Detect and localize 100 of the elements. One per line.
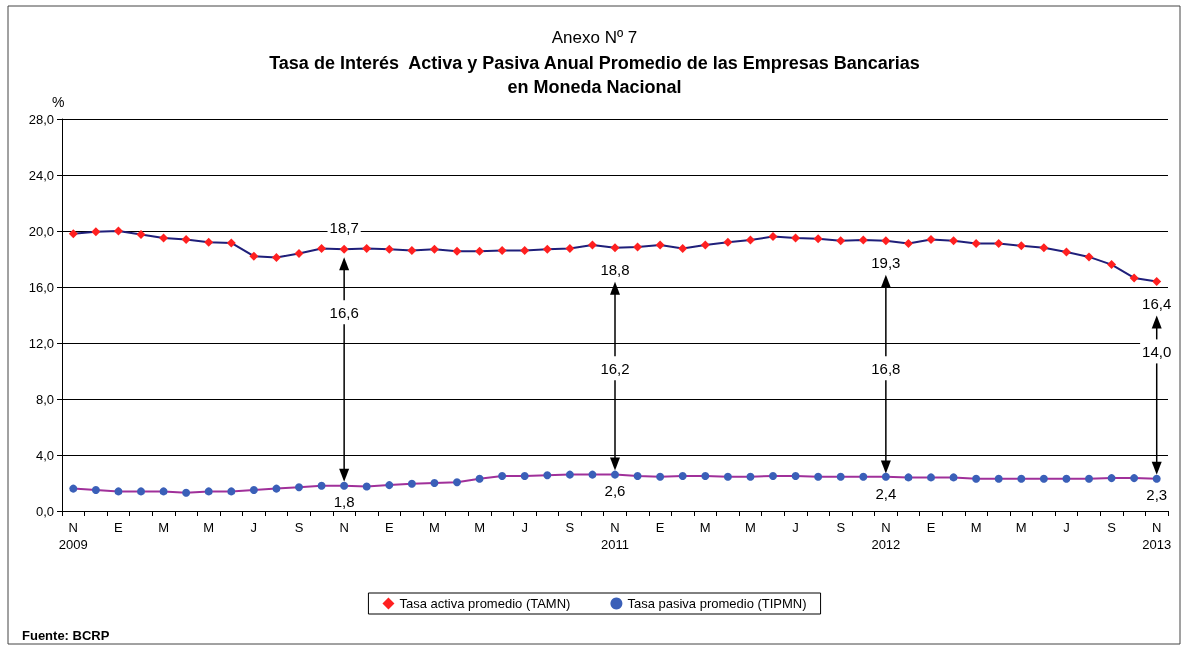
point [565, 244, 575, 253]
point [791, 233, 801, 243]
point [1129, 273, 1139, 283]
y-tick-label: 16,0 [28, 279, 54, 295]
point [858, 235, 868, 245]
point [181, 234, 191, 244]
point [903, 239, 913, 249]
point [746, 472, 755, 481]
point [294, 248, 304, 258]
x-tick-label: M [158, 520, 169, 535]
chart-title: Tasa de Interés Activa y Pasiva Anual Promedio de las Empresas Bancarias en Moneda Nacional [269, 53, 920, 97]
y-tick-label: 4,0 [35, 447, 54, 463]
point [949, 236, 959, 246]
point [700, 240, 710, 250]
point [655, 240, 665, 250]
x-tick-label: S [294, 520, 304, 535]
point [339, 244, 349, 254]
point [813, 234, 823, 244]
x-tick-label: M [745, 520, 756, 535]
annotation: 16,8 [871, 359, 901, 377]
x-tick-label: M [203, 520, 215, 535]
point [295, 483, 303, 492]
x-tick-label: N 2013 [1142, 520, 1172, 552]
point [91, 227, 101, 237]
y-tick-label: 24,0 [28, 167, 54, 183]
point [68, 229, 78, 239]
point [1130, 474, 1139, 483]
point [182, 488, 191, 497]
point [814, 472, 823, 481]
point [791, 472, 800, 480]
point [723, 237, 733, 247]
annotation: 2,6 [604, 482, 626, 500]
x-tick-label: N 2009 [58, 520, 88, 552]
point [407, 246, 417, 256]
point [91, 486, 100, 494]
x-tick-label: J [1063, 520, 1070, 535]
point [340, 481, 349, 490]
point [1152, 474, 1161, 483]
point [429, 244, 439, 254]
legend-label: Tasa pasiva promedio (TIPMN) [627, 596, 807, 611]
y-tick-label: 12,0 [28, 335, 54, 351]
x-tick-label: M [474, 520, 485, 535]
point [611, 470, 619, 479]
x-tick-label: S [836, 520, 846, 535]
annotation: 14,0 [1142, 342, 1172, 360]
point [926, 234, 936, 244]
x-tick-label: S [1107, 520, 1117, 535]
point [1152, 276, 1162, 286]
point [249, 251, 259, 261]
point [542, 244, 552, 254]
point [859, 472, 868, 481]
y-tick-label: 0,0 [35, 503, 54, 519]
point [543, 471, 552, 480]
point [836, 472, 845, 481]
point [587, 240, 597, 250]
point [949, 473, 958, 482]
point [927, 473, 935, 482]
point [994, 474, 1003, 483]
y-tick-label: 8,0 [35, 391, 54, 407]
x-tick-label: M [1015, 520, 1027, 535]
x-tick-label: N 2012 [871, 520, 901, 552]
point [204, 487, 213, 496]
point [881, 236, 891, 246]
point [249, 486, 258, 494]
point [69, 484, 78, 493]
point [384, 244, 394, 254]
point [430, 479, 439, 487]
y-tick-label: 28,0 [28, 111, 54, 127]
point [904, 473, 913, 482]
point [520, 246, 530, 256]
point [1107, 260, 1117, 270]
x-tick-label: J [250, 520, 258, 535]
point [136, 230, 146, 239]
x-tick-label: N 2011 [601, 520, 629, 552]
source-note: Fuente: BCRP [22, 628, 110, 643]
point [881, 472, 890, 481]
y-axis-title: % [52, 94, 65, 110]
point [385, 481, 394, 490]
x-tick-label: E [926, 520, 936, 535]
point [1107, 474, 1116, 483]
point [204, 237, 214, 247]
point [113, 226, 123, 236]
chart-subtitle: Anexo Nº 7 [551, 28, 638, 47]
x-tick-label: E [655, 520, 665, 535]
point [565, 470, 574, 479]
y-tick-label: 20,0 [28, 223, 54, 239]
point [588, 470, 597, 479]
point [1062, 474, 1071, 483]
point [994, 239, 1004, 249]
x-tick-label: M [970, 520, 982, 535]
point [362, 482, 371, 491]
point [362, 244, 372, 253]
x-tick-label: E [384, 520, 394, 535]
annotation: 1,8 [333, 493, 355, 511]
point [1016, 241, 1026, 251]
point [317, 481, 326, 490]
point [159, 233, 169, 243]
point [745, 235, 755, 245]
point [1061, 247, 1071, 257]
point [971, 239, 981, 249]
